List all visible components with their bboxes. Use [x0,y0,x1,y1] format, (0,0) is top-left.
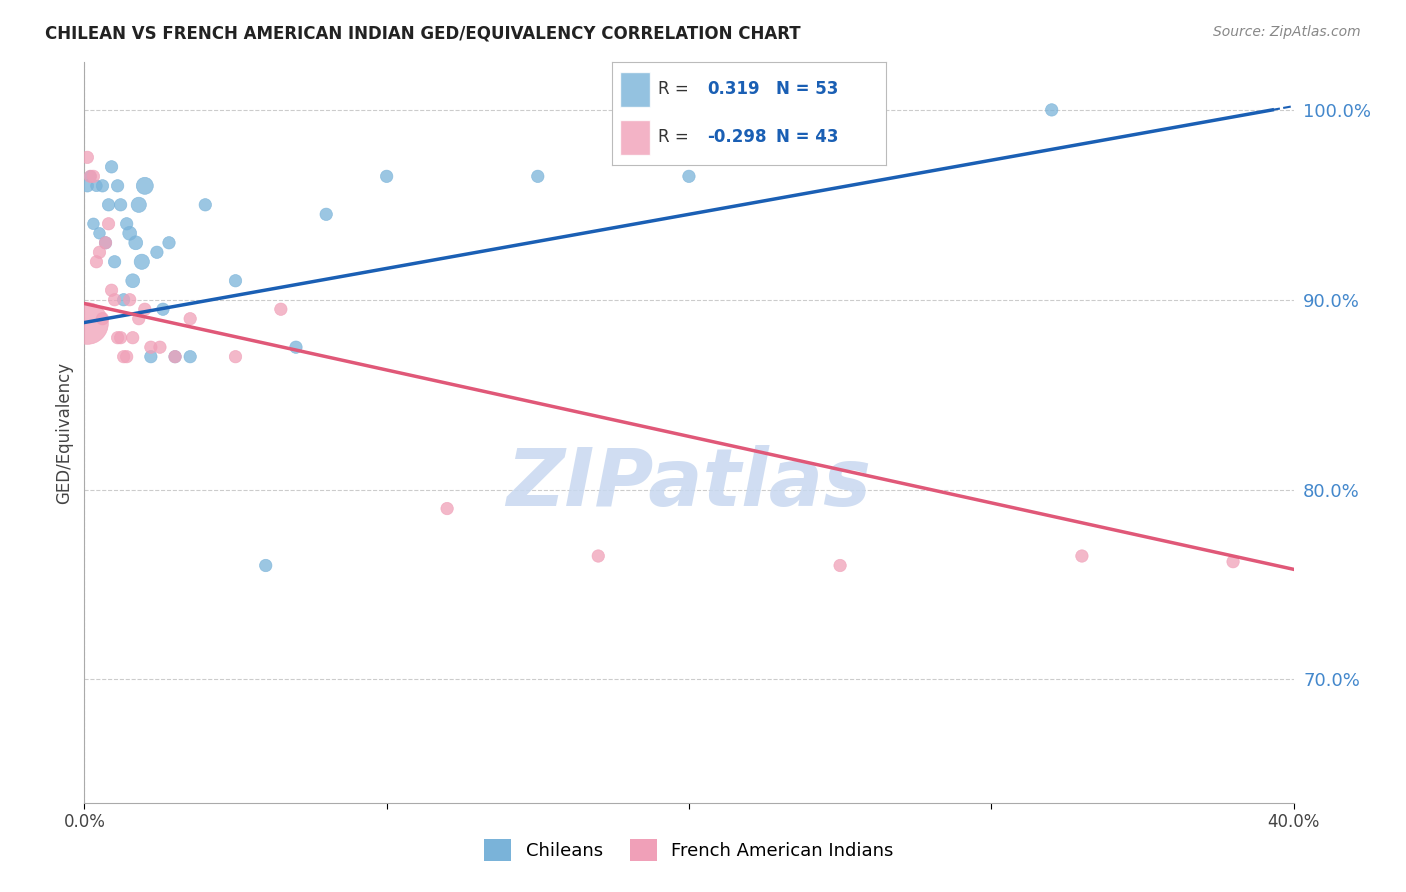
Text: CHILEAN VS FRENCH AMERICAN INDIAN GED/EQUIVALENCY CORRELATION CHART: CHILEAN VS FRENCH AMERICAN INDIAN GED/EQ… [45,25,800,43]
Point [1222,555,1244,569]
Point [194,198,217,212]
Point [115,217,138,231]
FancyBboxPatch shape [620,71,650,106]
Point [118,227,141,241]
Point [285,340,308,354]
Point [104,293,127,307]
Point [527,169,550,184]
Point [128,198,150,212]
Point [86,178,108,193]
Point [89,245,111,260]
Point [139,340,162,354]
Point [1071,549,1094,563]
Point [100,283,122,297]
Text: 0.319: 0.319 [707,80,761,98]
Point [179,350,201,364]
Point [375,169,398,184]
Point [94,235,117,250]
Point [76,178,98,193]
Point [436,501,458,516]
Point [128,311,150,326]
Legend: Chileans, French American Indians: Chileans, French American Indians [477,831,901,868]
Point [91,311,114,326]
Text: N = 53: N = 53 [776,80,838,98]
Point [254,558,277,573]
Point [131,254,153,268]
Point [678,169,700,184]
Point [115,350,138,364]
Point [139,350,162,364]
Text: N = 43: N = 43 [776,128,838,146]
Point [107,178,129,193]
Point [121,331,143,345]
Point [134,178,156,193]
Point [179,311,201,326]
Text: ZIPatlas: ZIPatlas [506,445,872,524]
Point [112,350,135,364]
Text: R =: R = [658,128,689,146]
Point [152,302,174,317]
Point [82,169,104,184]
Point [165,350,187,364]
Point [76,316,98,330]
Point [146,245,169,260]
Point [270,302,292,317]
Point [118,293,141,307]
Y-axis label: GED/Equivalency: GED/Equivalency [55,361,73,504]
Point [121,274,143,288]
Point [225,274,247,288]
Text: R =: R = [658,80,689,98]
Point [79,169,101,184]
Point [110,331,132,345]
Point [149,340,172,354]
Point [82,217,104,231]
Point [76,150,98,164]
Point [112,293,135,307]
Point [157,235,180,250]
Point [94,235,117,250]
Point [100,160,122,174]
Point [97,217,120,231]
Point [107,331,129,345]
Point [104,254,127,268]
Text: Source: ZipAtlas.com: Source: ZipAtlas.com [1213,25,1361,39]
Point [89,227,111,241]
Point [830,558,852,573]
Point [134,302,156,317]
Point [97,198,120,212]
Point [79,169,101,184]
Point [1040,103,1063,117]
Point [588,549,610,563]
Point [165,350,187,364]
FancyBboxPatch shape [620,120,650,155]
Point [110,198,132,212]
Point [315,207,337,221]
Point [91,178,114,193]
Text: -0.298: -0.298 [707,128,768,146]
Point [225,350,247,364]
Point [125,235,148,250]
Point [86,254,108,268]
